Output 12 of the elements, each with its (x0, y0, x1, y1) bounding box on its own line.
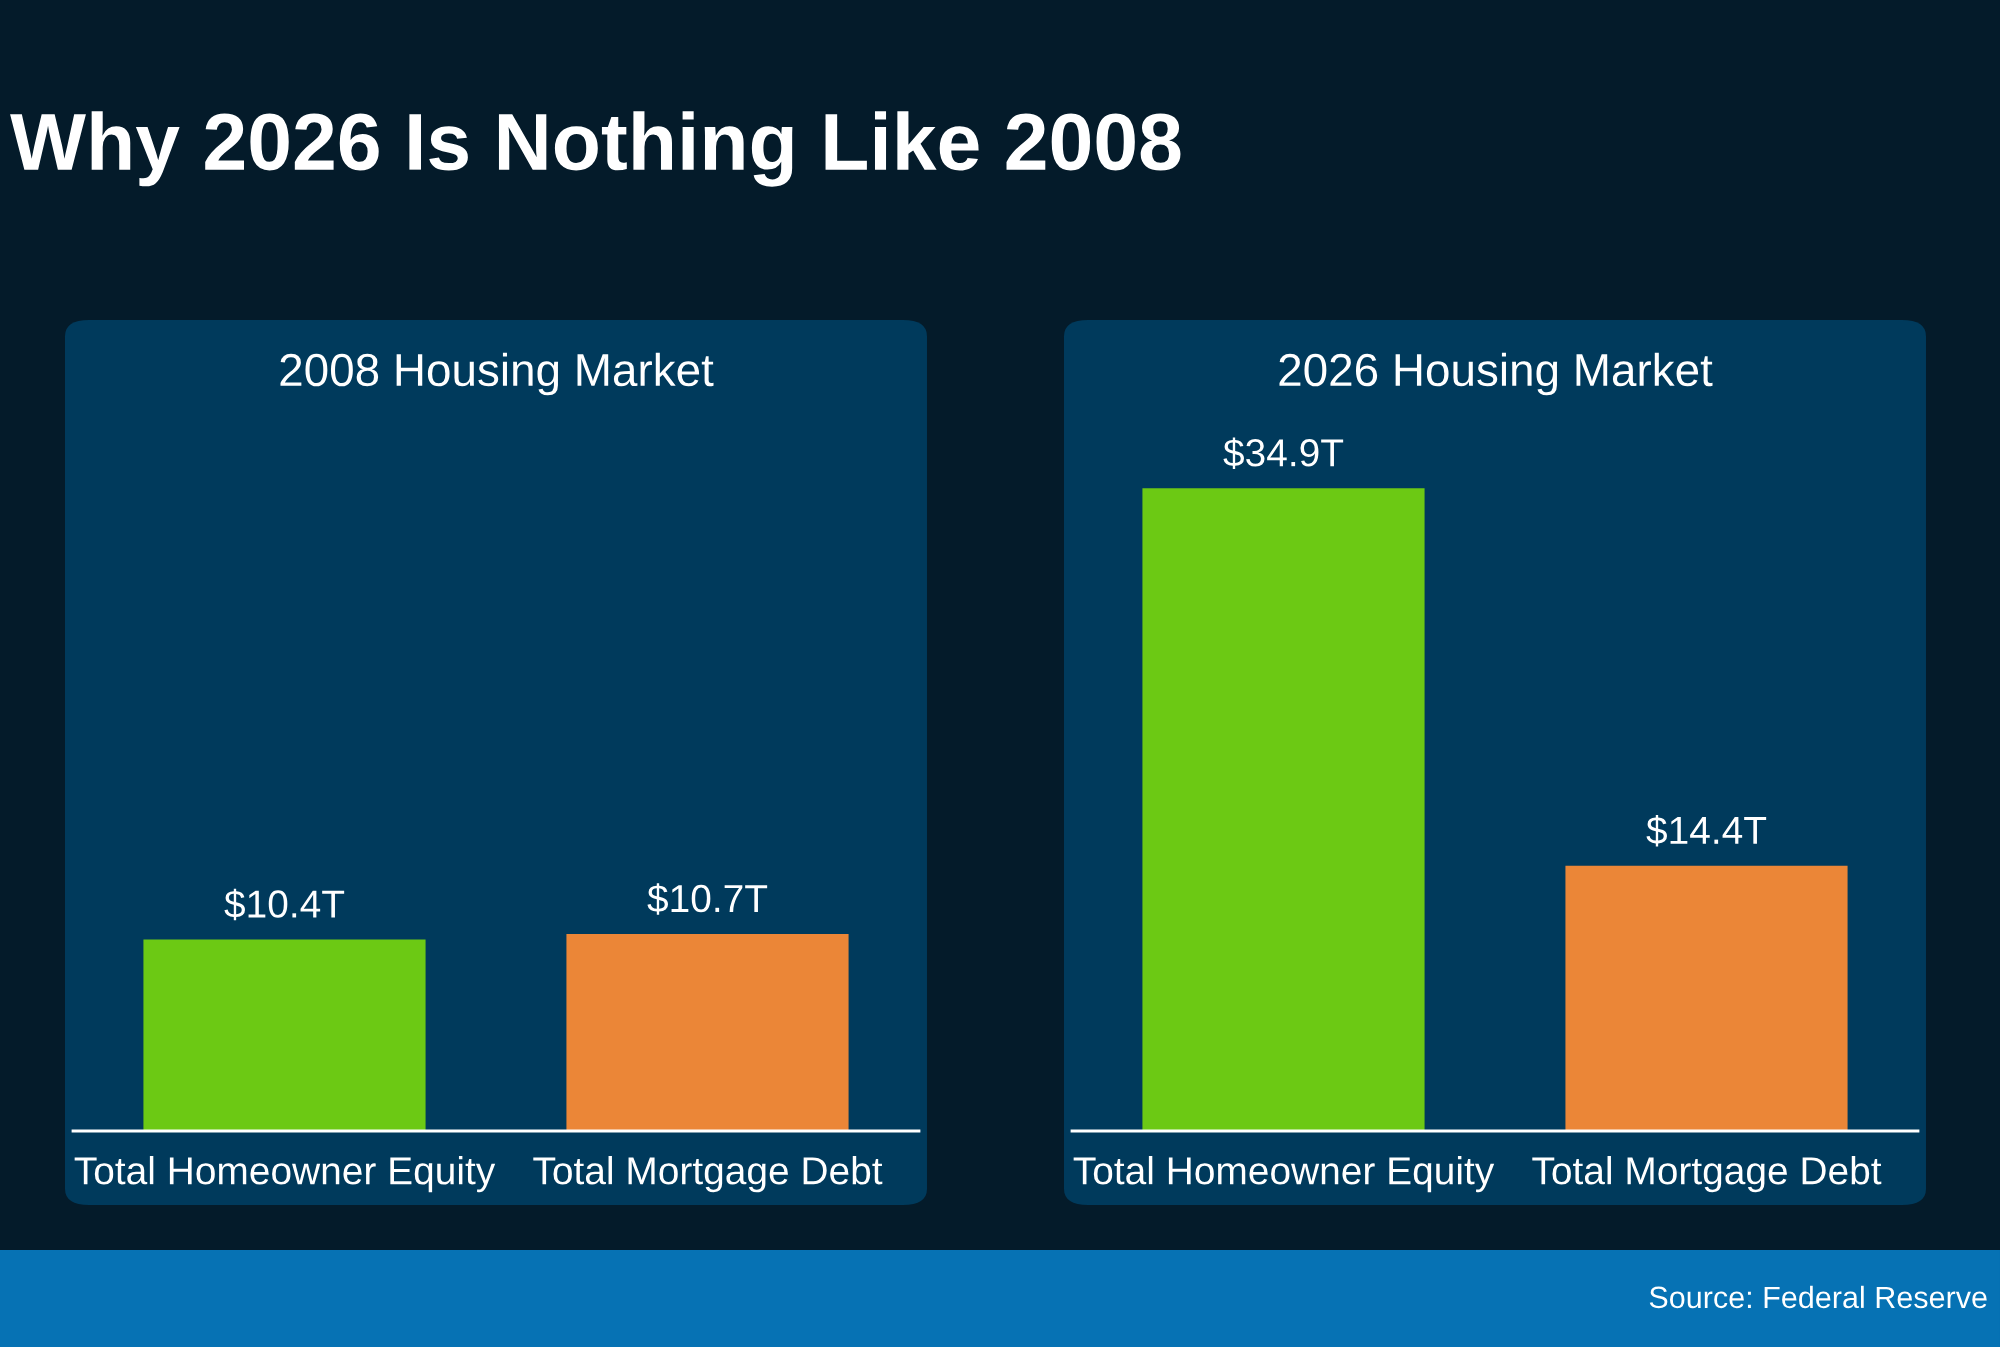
x-tick-label: Total Homeowner Equity (1073, 1156, 1495, 1193)
chart-title: 2026 Housing Market (1279, 352, 1713, 396)
x-tick-label: Total Mortgage Debt (1532, 1156, 1882, 1193)
data-label: $10.7T (647, 883, 768, 915)
chart-title: 2008 Housing Market (280, 352, 714, 396)
x-tick-label: Total Mortgage Debt (533, 1156, 883, 1193)
text: Why 2026 Is Nothing Like 2008 (10, 111, 1181, 187)
data-label: $34.9T (1223, 437, 1344, 469)
data-label: $14.4T (1646, 815, 1767, 847)
source-note: Source: Federal Reserve (1649, 1285, 1987, 1309)
x-tick-label: Total Homeowner Equity (74, 1156, 496, 1193)
data-label: $10.4T (224, 888, 345, 921)
